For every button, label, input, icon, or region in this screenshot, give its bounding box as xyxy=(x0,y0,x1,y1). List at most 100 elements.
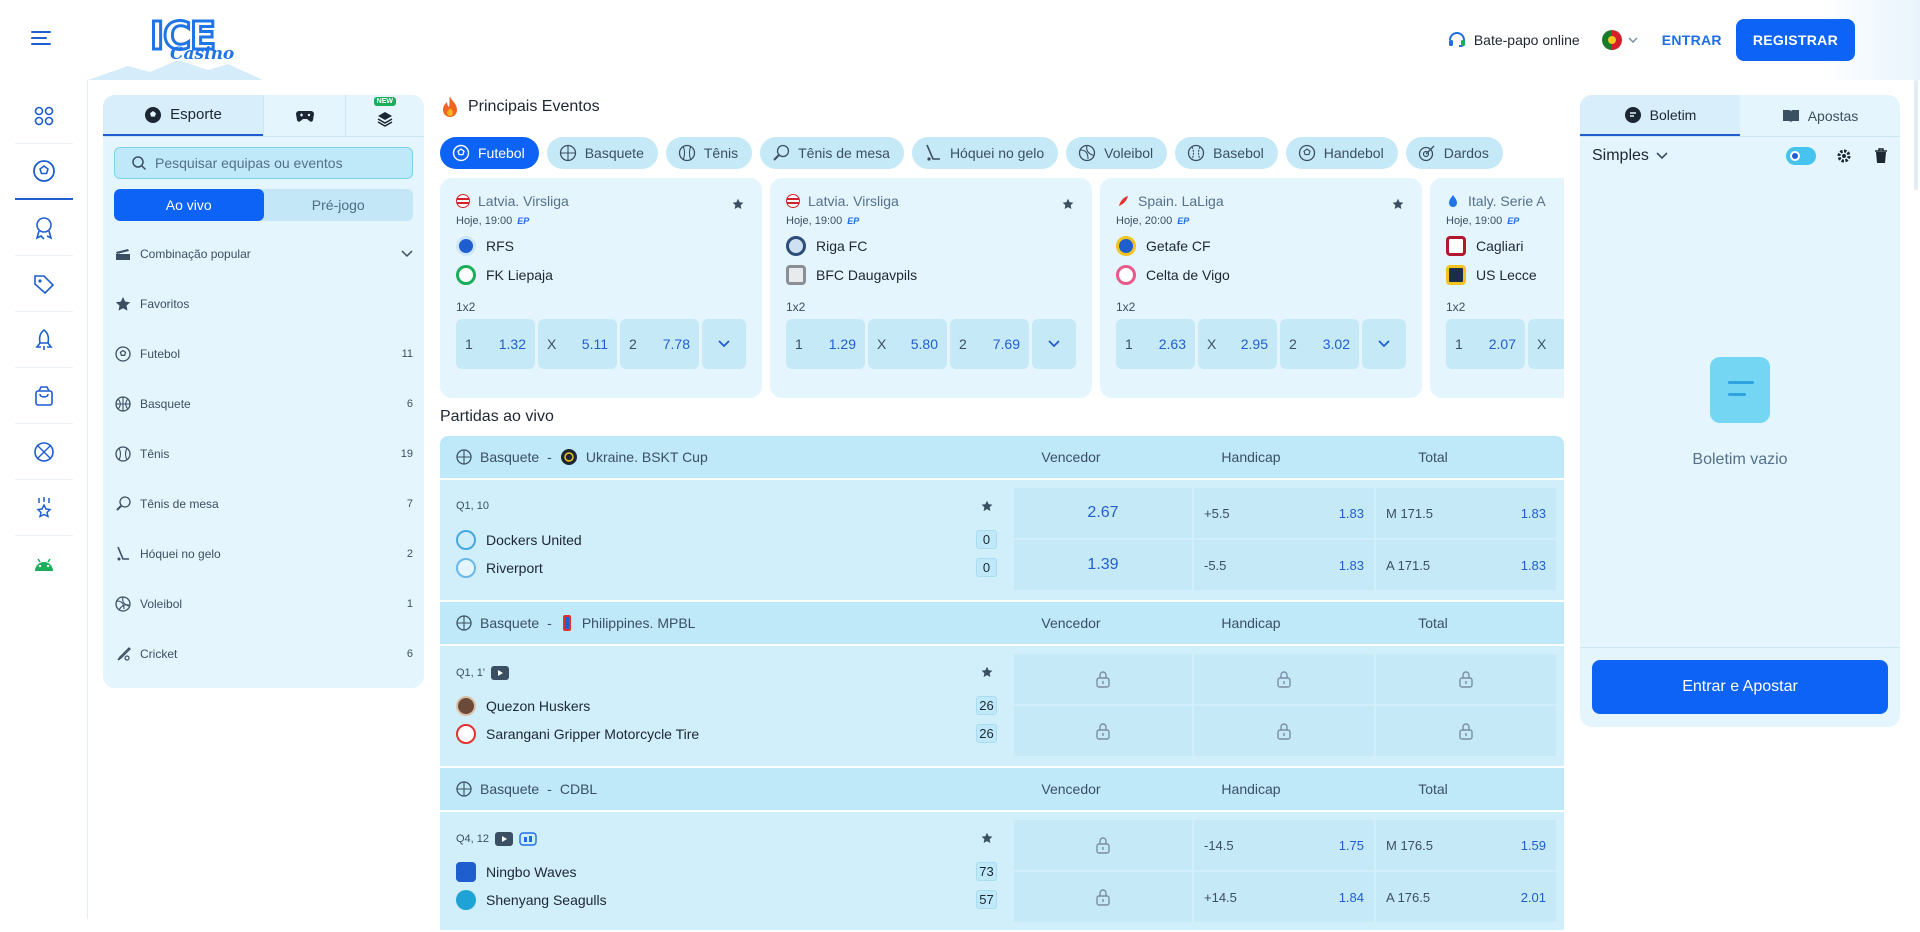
odd-button-1[interactable]: 1 2.07 xyxy=(1446,319,1525,369)
scrollbar[interactable] xyxy=(1912,80,1920,190)
odd-button-1[interactable]: 1 2.63 xyxy=(1116,319,1195,369)
odd-value: 2.07 xyxy=(1488,336,1516,352)
event-card[interactable]: Latvia. Virsliga Hoje, 19:00 EP RFS FK Li… xyxy=(440,178,762,398)
sport-item-popular[interactable]: Combinação popular xyxy=(103,229,424,279)
chip-baseball[interactable]: Basebol xyxy=(1175,137,1278,169)
favorite-star-icon[interactable] xyxy=(732,198,744,210)
rail-item-grid[interactable] xyxy=(15,88,73,144)
rail-item-shop[interactable] xyxy=(15,368,73,424)
sport-item-ice-hockey[interactable]: Hóquei no gelo 2 xyxy=(103,529,424,579)
odd-winner-away[interactable]: 1.39 xyxy=(1014,540,1192,590)
sport-item-favorites[interactable]: Favoritos xyxy=(103,279,424,329)
chat-button[interactable]: Bate-papo online xyxy=(1446,29,1580,51)
rail-item-awards[interactable] xyxy=(15,200,73,256)
odd-button-1[interactable]: 1 1.32 xyxy=(456,319,535,369)
favorite-star-icon[interactable] xyxy=(1062,198,1074,210)
live-match-row[interactable]: Q1, 10 Dockers United Riverport 0 0 2.67… xyxy=(440,480,1564,600)
tab-esports[interactable] xyxy=(263,95,345,136)
odd-handicap-away[interactable]: +14.5 1.84 xyxy=(1194,872,1374,922)
odd-handicap-home[interactable]: -14.5 1.75 xyxy=(1194,820,1374,870)
video-icon[interactable] xyxy=(495,832,514,846)
sport-item-volleyball[interactable]: Voleibol 1 xyxy=(103,579,424,629)
trash-icon[interactable] xyxy=(1874,148,1888,164)
search-input[interactable] xyxy=(155,155,395,171)
language-selector[interactable] xyxy=(1601,30,1640,50)
live-match-row[interactable]: Q4, 12 Ningbo Waves Shenyang Seagulls 73… xyxy=(440,812,1564,930)
tab-bet-slip[interactable]: Boletim xyxy=(1580,95,1740,136)
favorite-star-icon[interactable] xyxy=(981,666,993,678)
odd-button-x[interactable]: X xyxy=(1528,319,1564,369)
chip-football[interactable]: Futebol xyxy=(440,137,539,169)
favorite-star-icon[interactable] xyxy=(981,500,993,512)
chip-darts[interactable]: Dardos xyxy=(1405,137,1503,169)
sport-item-basketball[interactable]: Basquete 6 xyxy=(103,379,424,429)
odd-handicap-away[interactable]: -5.5 1.83 xyxy=(1194,540,1374,590)
event-card[interactable]: Spain. LaLiga Hoje, 20:00 EP Getafe CF Ce… xyxy=(1100,178,1422,398)
rail-item-android[interactable] xyxy=(15,536,73,592)
odd-total-over[interactable]: M 176.5 1.59 xyxy=(1376,820,1556,870)
live-league-header[interactable]: Basquete - CDBL Vencedor Handicap Total xyxy=(440,768,1564,810)
favorite-star-icon[interactable] xyxy=(1392,198,1404,210)
odd-button-x[interactable]: X 5.11 xyxy=(538,319,617,369)
odd-handicap-home[interactable]: +5.5 1.83 xyxy=(1194,488,1374,538)
odd-button-2[interactable]: 2 3.02 xyxy=(1280,319,1359,369)
sport-item-football[interactable]: Futebol 11 xyxy=(103,329,424,379)
more-markets-button[interactable] xyxy=(1362,319,1406,369)
chip-volleyball[interactable]: Voleibol xyxy=(1066,137,1168,169)
sport-item-label: Futebol xyxy=(140,347,181,361)
event-league-label: Latvia. Virsliga xyxy=(808,193,899,209)
odd-button-1[interactable]: 1 1.29 xyxy=(786,319,865,369)
team-name: Ningbo Waves xyxy=(486,864,577,880)
quick-bet-toggle[interactable] xyxy=(1786,147,1816,165)
chip-basketball[interactable]: Basquete xyxy=(546,137,658,169)
odd-winner-home[interactable]: 2.67 xyxy=(1014,488,1192,538)
stats-icon[interactable] xyxy=(519,832,537,846)
event-card[interactable]: Italy. Serie A Hoje, 19:00 EP Cagliari US… xyxy=(1430,178,1564,398)
tab-virtual[interactable]: NEW xyxy=(345,95,424,136)
login-button[interactable]: ENTRAR xyxy=(1661,32,1722,48)
chip-ice-hockey[interactable]: Hóquei no gelo xyxy=(911,137,1059,169)
odd-total-under[interactable]: A 176.5 2.01 xyxy=(1376,872,1556,922)
live-league-header[interactable]: Basquete - Ukraine. BSKT Cup Vencedor Han… xyxy=(440,436,1564,478)
odd-total-under[interactable]: A 171.5 1.83 xyxy=(1376,540,1556,590)
video-icon[interactable] xyxy=(491,666,510,680)
search-box[interactable] xyxy=(114,147,413,179)
odd-total-over[interactable]: M 171.5 1.83 xyxy=(1376,488,1556,538)
odd-button-2[interactable]: 2 7.78 xyxy=(620,319,699,369)
market-label: 1x2 xyxy=(456,300,476,314)
tab-sport[interactable]: Esporte xyxy=(103,95,263,136)
left-rail xyxy=(0,80,88,919)
odd-button-x[interactable]: X 5.80 xyxy=(868,319,947,369)
odd-button-x[interactable]: X 2.95 xyxy=(1198,319,1277,369)
live-sport: Basquete xyxy=(480,781,540,797)
tab-my-bets[interactable]: Apostas xyxy=(1740,95,1900,136)
chip-table-tennis[interactable]: Tênis de mesa xyxy=(760,137,904,169)
favorite-star-icon[interactable] xyxy=(981,832,993,844)
chip-tennis[interactable]: Tênis xyxy=(665,137,753,169)
sport-item-tennis[interactable]: Tênis 19 xyxy=(103,429,424,479)
more-markets-button[interactable] xyxy=(1032,319,1076,369)
sport-item-cricket[interactable]: Cricket 6 xyxy=(103,629,424,679)
more-markets-button[interactable] xyxy=(702,319,746,369)
rail-item-tournaments[interactable] xyxy=(15,480,73,536)
event-league-label: Italy. Serie A xyxy=(1468,193,1546,209)
login-and-bet-button[interactable]: Entrar e Apostar xyxy=(1592,660,1888,714)
bet-type-select[interactable]: Simples xyxy=(1592,147,1669,165)
gear-icon[interactable] xyxy=(1836,148,1852,164)
rail-item-crash[interactable] xyxy=(15,312,73,368)
rail-item-basketball[interactable] xyxy=(15,424,73,480)
rail-item-sports[interactable] xyxy=(15,144,73,200)
live-league-header[interactable]: Basquete - Philippines. MPBL Vencedor Han… xyxy=(440,602,1564,644)
chip-handball[interactable]: Handebol xyxy=(1285,137,1398,169)
live-match-row[interactable]: Q1, 1' Quezon Huskers Sarangani Gripper … xyxy=(440,646,1564,766)
menu-icon[interactable] xyxy=(31,30,53,46)
rail-item-promotions[interactable] xyxy=(15,256,73,312)
register-button[interactable]: REGISTRAR xyxy=(1735,19,1855,61)
odd-value: 5.11 xyxy=(581,336,608,352)
event-card[interactable]: Latvia. Virsliga Hoje, 19:00 EP Riga FC B… xyxy=(770,178,1092,398)
toggle-prematch[interactable]: Pré-jogo xyxy=(311,197,365,213)
odd-button-2[interactable]: 2 7.69 xyxy=(950,319,1029,369)
toggle-live[interactable]: Ao vivo xyxy=(114,189,264,221)
logo[interactable]: ICE Casino xyxy=(149,13,240,68)
sport-item-table-tennis[interactable]: Tênis de mesa 7 xyxy=(103,479,424,529)
